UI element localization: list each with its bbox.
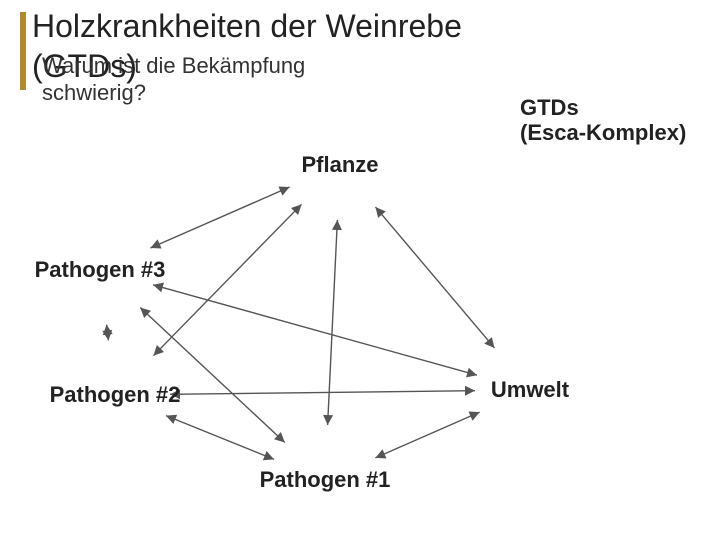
title-line1: Holzkrankheiten der Weinrebe [32,8,462,45]
node-pathogen2: Pathogen #2 [50,382,181,408]
side-label: GTDs (Esca-Komplex) [520,95,686,146]
node-pathogen3: Pathogen #3 [35,257,166,283]
question-line2: schwierig? [42,80,146,106]
node-pathogen1: Pathogen #1 [260,467,391,493]
side-label-line2: (Esca-Komplex) [520,120,686,145]
slide: Holzkrankheiten der Weinrebe (GTDs) Waru… [0,0,720,540]
question-line1: Warum ist die Bekämpfung [42,53,305,79]
side-label-line1: GTDs [520,95,579,120]
accent-bar [20,12,26,90]
node-umwelt: Umwelt [491,377,569,403]
node-pflanze: Pflanze [301,152,378,178]
